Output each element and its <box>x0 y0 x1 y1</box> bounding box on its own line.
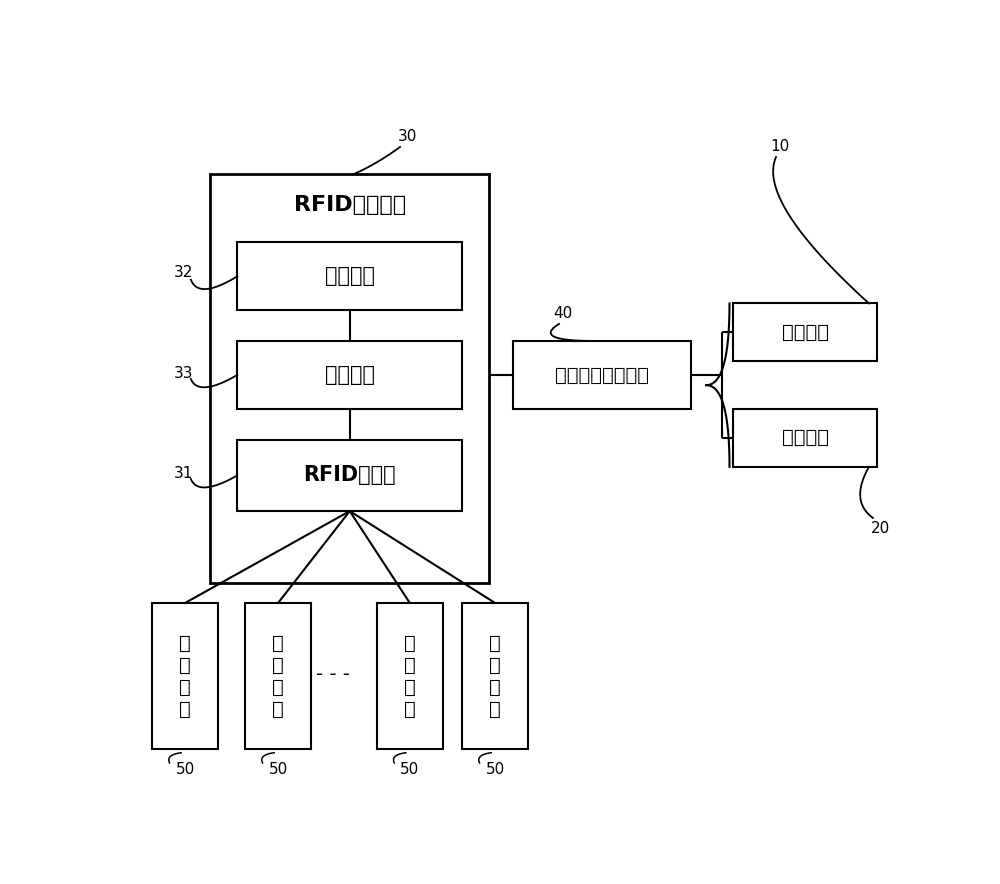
Bar <box>237 439 462 511</box>
Bar <box>512 341 691 409</box>
Text: 图书馆公共运行库: 图书馆公共运行库 <box>555 365 649 385</box>
Text: 33: 33 <box>173 366 193 381</box>
Text: 40: 40 <box>553 306 572 321</box>
Text: 移动终端: 移动终端 <box>782 323 829 342</box>
Text: 射
频
标
签: 射 频 标 签 <box>179 634 191 719</box>
Text: 射
频
标
签: 射 频 标 签 <box>272 634 284 719</box>
Text: 20: 20 <box>871 521 890 536</box>
Bar <box>152 603 218 750</box>
Text: 50: 50 <box>485 762 505 777</box>
Bar <box>377 603 443 750</box>
Bar <box>210 174 489 583</box>
Text: 50: 50 <box>400 762 419 777</box>
Text: RFID读卡器: RFID读卡器 <box>303 465 396 485</box>
Text: 微控制器: 微控制器 <box>325 365 375 385</box>
Text: 30: 30 <box>398 129 418 144</box>
Text: RFID门禁单元: RFID门禁单元 <box>294 194 406 215</box>
Text: - - -: - - - <box>316 665 350 684</box>
Bar <box>237 242 462 310</box>
Bar <box>733 303 877 362</box>
Text: 32: 32 <box>173 265 193 280</box>
Bar <box>237 341 462 409</box>
Bar <box>733 409 877 467</box>
Text: 报警模块: 报警模块 <box>325 266 375 286</box>
Text: 射
频
标
签: 射 频 标 签 <box>489 634 501 719</box>
Text: 射
频
标
签: 射 频 标 签 <box>404 634 416 719</box>
Text: 10: 10 <box>770 140 790 155</box>
Bar <box>462 603 528 750</box>
Text: 50: 50 <box>268 762 288 777</box>
Text: 自助设备: 自助设备 <box>782 429 829 447</box>
Text: 50: 50 <box>175 762 195 777</box>
Bar <box>245 603 311 750</box>
Text: 31: 31 <box>173 466 193 481</box>
